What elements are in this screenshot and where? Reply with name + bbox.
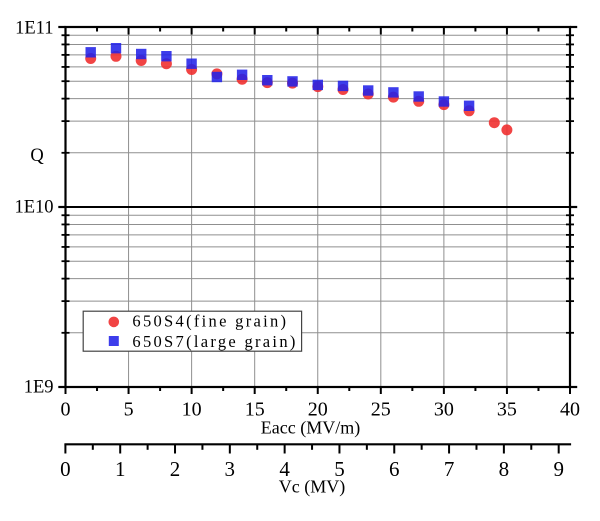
- svg-text:40: 40: [560, 399, 580, 421]
- svg-text:20: 20: [308, 399, 328, 421]
- svg-text:650S4(fine grain): 650S4(fine grain): [132, 312, 288, 331]
- svg-text:10: 10: [182, 399, 202, 421]
- svg-text:9: 9: [553, 457, 564, 481]
- svg-text:0: 0: [60, 457, 71, 481]
- svg-text:1E9: 1E9: [24, 378, 54, 398]
- svg-text:650S7(large grain): 650S7(large grain): [132, 332, 297, 351]
- svg-text:Eacc (MV/m): Eacc (MV/m): [261, 418, 360, 439]
- svg-text:4: 4: [279, 457, 290, 481]
- svg-text:7: 7: [444, 457, 455, 481]
- svg-text:Q: Q: [30, 146, 44, 166]
- svg-text:25: 25: [371, 399, 391, 421]
- svg-text:8: 8: [499, 457, 510, 481]
- svg-text:5: 5: [334, 457, 345, 481]
- svg-text:5: 5: [124, 399, 134, 421]
- svg-text:6: 6: [389, 457, 400, 481]
- svg-text:30: 30: [434, 399, 454, 421]
- svg-text:15: 15: [245, 399, 265, 421]
- svg-text:1E11: 1E11: [15, 18, 53, 38]
- svg-text:1E10: 1E10: [14, 198, 53, 218]
- svg-text:1: 1: [115, 457, 126, 481]
- svg-text:2: 2: [170, 457, 181, 481]
- svg-text:3: 3: [225, 457, 236, 481]
- svg-text:0: 0: [61, 399, 71, 421]
- svg-text:Vc (MV): Vc (MV): [279, 477, 345, 498]
- svg-text:35: 35: [497, 399, 517, 421]
